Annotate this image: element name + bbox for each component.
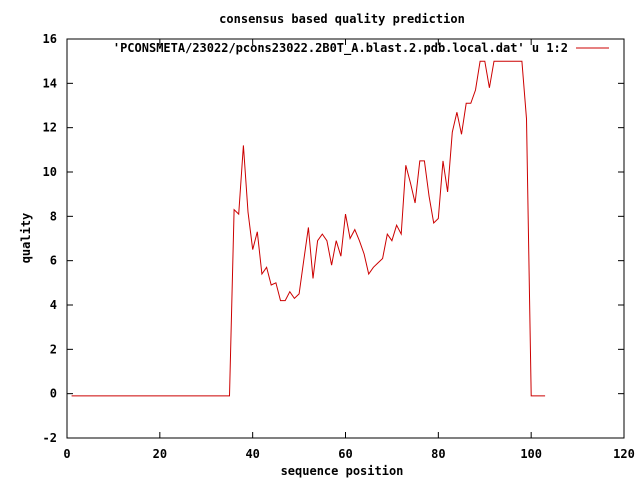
x-tick-label: 40	[245, 447, 259, 461]
x-tick-label: 20	[153, 447, 167, 461]
series-line	[71, 60, 546, 397]
y-tick-label: 6	[50, 254, 57, 268]
y-tick-label: 10	[43, 165, 57, 179]
y-tick-label: 12	[43, 121, 57, 135]
y-tick-label: 16	[43, 32, 57, 46]
y-tick-label: 2	[50, 342, 57, 356]
legend: 'PCONSMETA/23022/pcons23022.2B0T_A.blast…	[113, 41, 609, 56]
x-tick-label: 80	[431, 447, 445, 461]
axes	[66, 38, 625, 439]
x-tick-label: 120	[613, 447, 635, 461]
tick-labels: 0 20 40 60 80 100 120 -2 0 2 4 6 8 10 12 14 16	[43, 32, 635, 461]
x-axis-label: sequence position	[281, 464, 404, 478]
y-tick-label: 0	[50, 387, 57, 401]
plot-frame	[66, 38, 625, 439]
x-tick-label: 100	[520, 447, 542, 461]
x-tick-label: 60	[338, 447, 352, 461]
y-tick-label: 4	[50, 298, 57, 312]
chart-title: consensus based quality prediction	[219, 12, 465, 26]
y-tick-label: -2	[43, 431, 57, 445]
y-axis-label: quality	[19, 213, 33, 264]
series-layer	[71, 60, 546, 397]
y-tick-label: 14	[43, 76, 57, 90]
legend-label: 'PCONSMETA/23022/pcons23022.2B0T_A.blast…	[113, 41, 568, 56]
x-tick-label: 0	[63, 447, 70, 461]
y-tick-label: 8	[50, 209, 57, 223]
